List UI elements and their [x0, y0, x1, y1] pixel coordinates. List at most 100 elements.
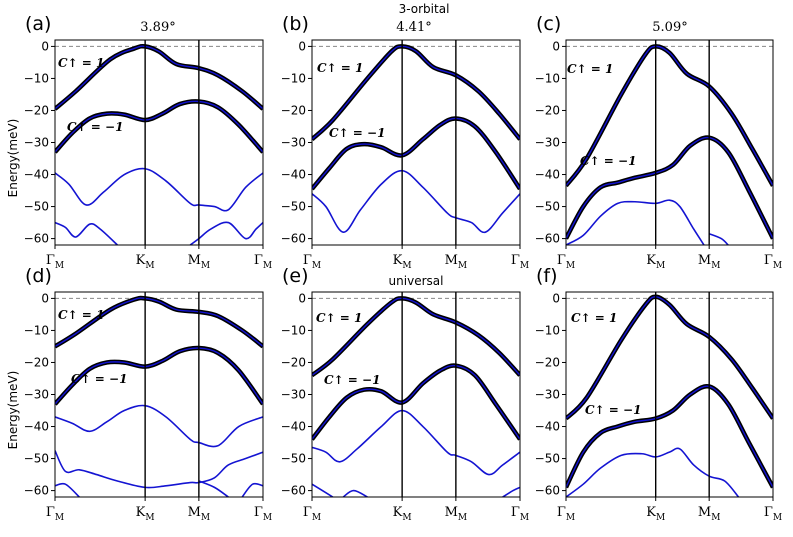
- remote-band-line-3: [566, 447, 740, 497]
- y-tick-label: −60: [281, 484, 306, 498]
- y-tick-label: −60: [24, 232, 49, 246]
- second-band-fit-line: [566, 385, 773, 488]
- y-tick-label: −60: [535, 232, 560, 246]
- x-tick-label-γ-point: ΓM: [46, 253, 64, 271]
- top-band-fit-line: [312, 45, 520, 140]
- remote-band-line-5: [189, 221, 263, 245]
- twist-angle-label: 5.09°: [652, 20, 687, 35]
- y-tick-label: −20: [281, 355, 306, 369]
- remote-band-line-3: [55, 167, 263, 212]
- chern-number-label-second: C↑ = −1: [585, 403, 641, 417]
- chern-number-label-second: C↑ = −1: [71, 372, 127, 386]
- y-axis-label-top: Energy(meV): [6, 119, 20, 198]
- row-label-universal: universal: [389, 274, 444, 288]
- y-tick-label: −10: [535, 323, 560, 337]
- chart-panel-6: 0 −10 −20 −30 −40 −50 −60 ΓM KM MM ΓM (f) C↑ = 1 C↑ =…: [535, 265, 782, 523]
- x-tick-label-k-point: KM: [646, 253, 665, 271]
- remote-band-line-6: [198, 480, 229, 497]
- x-tick-label-m-point: MM: [445, 505, 468, 523]
- remote-band-line-4: [708, 233, 729, 245]
- top-band-line: [312, 296, 520, 378]
- x-tick-label-γ-point: ΓM: [764, 253, 782, 271]
- x-tick-label-k-point: KM: [393, 253, 412, 271]
- chart-panel-5: 0 −10 −20 −30 −40 −50 −60 ΓM KM MM ΓM (e) C↑ = 1 C↑ =…: [281, 265, 529, 523]
- remote-band-line-4: [55, 450, 263, 489]
- x-tick-label-m-point: MM: [188, 253, 211, 271]
- remote-band-line-3: [566, 199, 705, 245]
- plot-frame: [54, 39, 264, 246]
- x-tick-label-k-point: KM: [646, 505, 665, 523]
- y-tick-label: 0: [552, 291, 560, 305]
- x-tick-label-γ-point: ΓM: [764, 505, 782, 523]
- y-tick-label: −30: [535, 388, 560, 402]
- y-tick-label: −30: [281, 388, 306, 402]
- second-band-line: [566, 383, 773, 489]
- x-tick-label-γ-point: ΓM: [254, 505, 272, 523]
- chart-panel-1: 0 −10 −20 −30 −40 −50 −60 ΓM KM MM ΓM (a) 3.89° C↑ = …: [24, 13, 272, 271]
- y-tick-label: −20: [535, 103, 560, 117]
- top-band-fit-line: [55, 297, 263, 348]
- x-tick-label-m-point: MM: [698, 505, 721, 523]
- remote-band-line-3: [312, 169, 520, 234]
- x-tick-label-γ-point: ΓM: [511, 253, 529, 271]
- second-band-fit-line: [312, 117, 520, 190]
- x-tick-label-γ-point: ΓM: [46, 505, 64, 523]
- panel-label: (c): [536, 13, 561, 35]
- remote-band-line-3: [312, 409, 520, 476]
- panel-label: (d): [25, 265, 52, 287]
- second-band-fit-line: [55, 100, 263, 153]
- remote-band-line-5: [55, 482, 80, 497]
- y-tick-label: −50: [24, 200, 49, 214]
- y-tick-label: −60: [281, 232, 306, 246]
- remote-band-line-3: [55, 404, 263, 448]
- y-tick-label: −40: [535, 420, 560, 434]
- top-band-fit-line: [566, 296, 773, 420]
- x-tick-label-m-point: MM: [188, 505, 211, 523]
- x-tick-label-k-point: KM: [136, 505, 155, 523]
- y-tick-label: −20: [24, 355, 49, 369]
- y-tick-label: −40: [24, 168, 49, 182]
- band-lines: [312, 296, 520, 497]
- y-tick-label: −30: [535, 136, 560, 150]
- y-tick-label: −50: [535, 452, 560, 466]
- remote-band-line-4: [312, 483, 334, 497]
- y-tick-label: 0: [41, 291, 49, 305]
- chern-number-label-top: C↑ = 1: [58, 56, 104, 70]
- x-tick-label-k-point: KM: [393, 505, 412, 523]
- y-tick-label: 0: [298, 291, 306, 305]
- y-tick-label: −30: [24, 388, 49, 402]
- y-tick-label: 0: [298, 39, 306, 53]
- second-band-fit-line: [566, 136, 773, 239]
- band-lines: [566, 44, 773, 245]
- x-tick-label-γ-point: ΓM: [557, 505, 575, 523]
- chern-number-label-second: C↑ = −1: [67, 120, 123, 134]
- x-tick-label-γ-point: ΓM: [303, 505, 321, 523]
- second-band-fit-line: [312, 364, 520, 440]
- remote-band-line-7: [241, 482, 263, 497]
- y-tick-label: −30: [281, 136, 306, 150]
- y-tick-label: −20: [24, 103, 49, 117]
- y-tick-label: −40: [24, 420, 49, 434]
- row-label-3-orbital: 3-orbital: [399, 2, 450, 16]
- chern-number-label-second: C↑ = −1: [324, 373, 380, 387]
- y-axis-label-bottom: Energy(meV): [6, 371, 20, 450]
- panel-label: (e): [282, 265, 309, 287]
- x-tick-label-γ-point: ΓM: [557, 253, 575, 271]
- y-tick-label: −50: [535, 200, 560, 214]
- chern-number-label-second: C↑ = −1: [329, 126, 385, 140]
- y-tick-label: −40: [281, 168, 306, 182]
- chern-number-label-top: C↑ = 1: [317, 61, 363, 75]
- top-band-fit-line: [55, 45, 263, 110]
- y-tick-label: −50: [281, 452, 306, 466]
- chart-panel-4: 0 −10 −20 −30 −40 −50 −60 ΓM KM MM ΓM (d) C↑ = 1 C↑ =…: [24, 265, 272, 523]
- x-tick-label-γ-point: ΓM: [303, 253, 321, 271]
- panel-label: (b): [282, 13, 309, 35]
- chern-number-label-second: C↑ = −1: [580, 154, 636, 168]
- y-tick-label: 0: [552, 39, 560, 53]
- y-tick-label: −20: [535, 355, 560, 369]
- x-tick-label-m-point: MM: [698, 253, 721, 271]
- top-band-line: [55, 295, 263, 349]
- chern-number-label-top: C↑ = 1: [58, 308, 104, 322]
- y-tick-label: −10: [24, 71, 49, 85]
